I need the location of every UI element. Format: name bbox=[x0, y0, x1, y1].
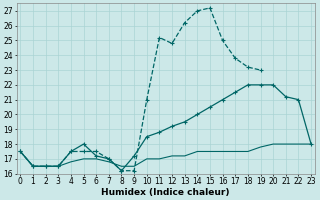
X-axis label: Humidex (Indice chaleur): Humidex (Indice chaleur) bbox=[101, 188, 230, 197]
